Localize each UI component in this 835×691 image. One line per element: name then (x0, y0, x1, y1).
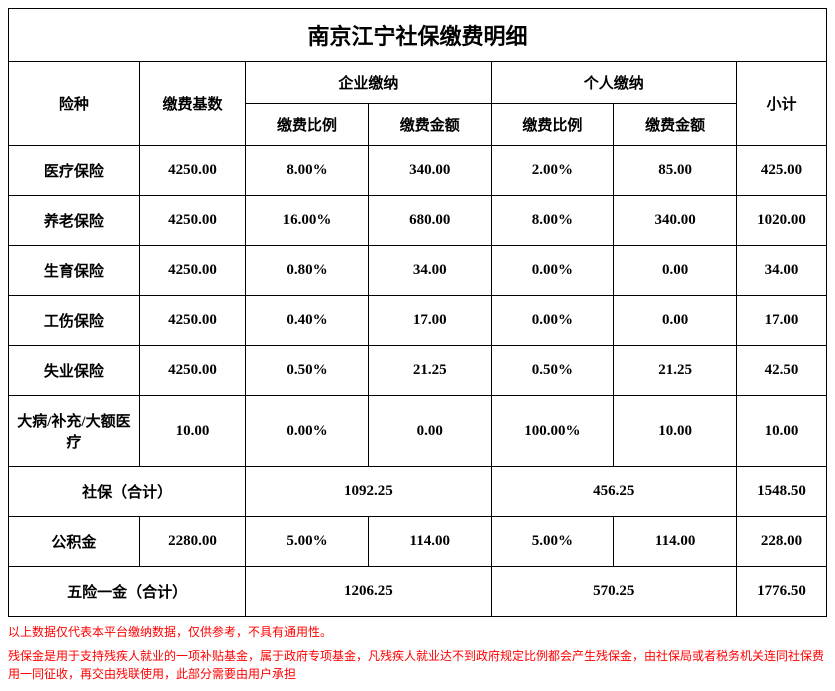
fund-label: 公积金 (9, 517, 140, 567)
grand-total-label: 五险一金（合计） (9, 567, 246, 617)
cell-p_ratio: 0.00% (491, 296, 614, 346)
cell-c_amount: 17.00 (368, 296, 491, 346)
cell-subtotal: 42.50 (736, 346, 826, 396)
cell-p_amount: 340.00 (614, 196, 737, 246)
cell-c_ratio: 8.00% (246, 146, 369, 196)
cell-type: 生育保险 (9, 246, 140, 296)
cell-c_ratio: 0.50% (246, 346, 369, 396)
table-row: 养老保险4250.0016.00%680.008.00%340.001020.0… (9, 196, 827, 246)
cell-subtotal: 34.00 (736, 246, 826, 296)
cell-p_amount: 85.00 (614, 146, 737, 196)
footer-note-2: 残保金是用于支持残疾人就业的一项补贴基金，属于政府专项基金，凡残疾人就业达不到政… (8, 647, 827, 683)
footer-note-1: 以上数据仅代表本平台缴纳数据，仅供参考，不具有通用性。 (8, 623, 827, 641)
header-personal-ratio: 缴费比例 (491, 104, 614, 146)
cell-p_ratio: 8.00% (491, 196, 614, 246)
social-total-company: 1092.25 (246, 467, 491, 517)
table-row: 工伤保险4250.000.40%17.000.00%0.0017.00 (9, 296, 827, 346)
grand-total-company: 1206.25 (246, 567, 491, 617)
cell-subtotal: 425.00 (736, 146, 826, 196)
cell-p_ratio: 0.00% (491, 246, 614, 296)
header-base: 缴费基数 (139, 62, 245, 146)
social-insurance-table: 南京江宁社保缴费明细 险种 缴费基数 企业缴纳 个人缴纳 小计 缴费比例 缴费金… (8, 8, 827, 617)
fund-p-ratio: 5.00% (491, 517, 614, 567)
header-company-ratio: 缴费比例 (246, 104, 369, 146)
table-row: 大病/补充/大额医疗10.000.00%0.00100.00%10.0010.0… (9, 396, 827, 467)
grand-total-personal: 570.25 (491, 567, 736, 617)
cell-type: 大病/补充/大额医疗 (9, 396, 140, 467)
header-type: 险种 (9, 62, 140, 146)
fund-subtotal: 228.00 (736, 517, 826, 567)
cell-c_ratio: 0.40% (246, 296, 369, 346)
cell-base: 4250.00 (139, 196, 245, 246)
cell-c_amount: 340.00 (368, 146, 491, 196)
cell-subtotal: 10.00 (736, 396, 826, 467)
header-personal-amount: 缴费金额 (614, 104, 737, 146)
header-personal: 个人缴纳 (491, 62, 736, 104)
fund-p-amount: 114.00 (614, 517, 737, 567)
cell-p_ratio: 100.00% (491, 396, 614, 467)
header-company: 企业缴纳 (246, 62, 491, 104)
cell-p_amount: 0.00 (614, 246, 737, 296)
cell-base: 4250.00 (139, 296, 245, 346)
social-total-personal: 456.25 (491, 467, 736, 517)
table-row: 生育保险4250.000.80%34.000.00%0.0034.00 (9, 246, 827, 296)
cell-c_ratio: 16.00% (246, 196, 369, 246)
fund-c-ratio: 5.00% (246, 517, 369, 567)
cell-base: 4250.00 (139, 346, 245, 396)
cell-base: 4250.00 (139, 246, 245, 296)
cell-c_amount: 21.25 (368, 346, 491, 396)
cell-type: 失业保险 (9, 346, 140, 396)
header-subtotal: 小计 (736, 62, 826, 146)
cell-c_ratio: 0.80% (246, 246, 369, 296)
cell-p_amount: 21.25 (614, 346, 737, 396)
fund-c-amount: 114.00 (368, 517, 491, 567)
cell-p_amount: 10.00 (614, 396, 737, 467)
table-title: 南京江宁社保缴费明细 (9, 9, 827, 62)
cell-type: 养老保险 (9, 196, 140, 246)
cell-base: 10.00 (139, 396, 245, 467)
header-company-amount: 缴费金额 (368, 104, 491, 146)
cell-subtotal: 17.00 (736, 296, 826, 346)
cell-p_ratio: 2.00% (491, 146, 614, 196)
table-row: 医疗保险4250.008.00%340.002.00%85.00425.00 (9, 146, 827, 196)
cell-c_amount: 34.00 (368, 246, 491, 296)
table-row: 失业保险4250.000.50%21.250.50%21.2542.50 (9, 346, 827, 396)
cell-p_ratio: 0.50% (491, 346, 614, 396)
cell-base: 4250.00 (139, 146, 245, 196)
cell-type: 医疗保险 (9, 146, 140, 196)
social-total-label: 社保（合计） (9, 467, 246, 517)
social-total-subtotal: 1548.50 (736, 467, 826, 517)
cell-p_amount: 0.00 (614, 296, 737, 346)
fund-base: 2280.00 (139, 517, 245, 567)
cell-c_amount: 680.00 (368, 196, 491, 246)
cell-c_ratio: 0.00% (246, 396, 369, 467)
cell-type: 工伤保险 (9, 296, 140, 346)
cell-c_amount: 0.00 (368, 396, 491, 467)
grand-total-subtotal: 1776.50 (736, 567, 826, 617)
cell-subtotal: 1020.00 (736, 196, 826, 246)
